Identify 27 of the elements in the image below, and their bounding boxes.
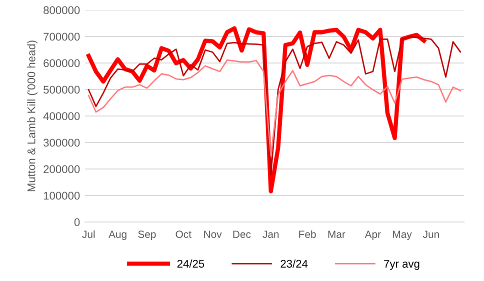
x-tick-label: Dec [233, 230, 251, 238]
y-tick-label: 100000 [44, 192, 80, 200]
x-tick-label: Jul [82, 230, 95, 238]
y-tick-label: 300000 [43, 138, 80, 147]
y-tick-label: 600000 [44, 59, 80, 68]
x-tick-label: Mar [328, 230, 346, 238]
line-series [88, 36, 462, 175]
x-tick-label: Oct [176, 230, 192, 238]
y-axis-title: Mutton & Lamb Kill ('000 head) [27, 40, 38, 192]
x-tick-label: Jun [422, 230, 439, 238]
y-tick-label: 0 [74, 218, 80, 226]
x-tick-label: Sep [138, 230, 156, 240]
y-tick-label: 700000 [44, 32, 80, 41]
line-series [88, 59, 462, 156]
x-tick-label: Apr [364, 230, 381, 240]
x-tick-label: Jan [262, 230, 279, 238]
x-tick-label: May [393, 230, 412, 240]
y-tick-label: 400000 [43, 112, 80, 120]
x-tick-label: Nov [204, 230, 222, 238]
legend-label: 7yr avg [384, 260, 420, 270]
x-tick-label: Aug [108, 230, 126, 240]
legend-label: 24/25 [177, 260, 204, 268]
y-tick-label: 500000 [44, 86, 80, 94]
legend-label: 23/24 [280, 260, 308, 268]
y-tick-label: 200000 [44, 165, 80, 174]
x-tick-label: Feb [299, 230, 316, 238]
y-tick-label: 800000 [44, 6, 80, 14]
